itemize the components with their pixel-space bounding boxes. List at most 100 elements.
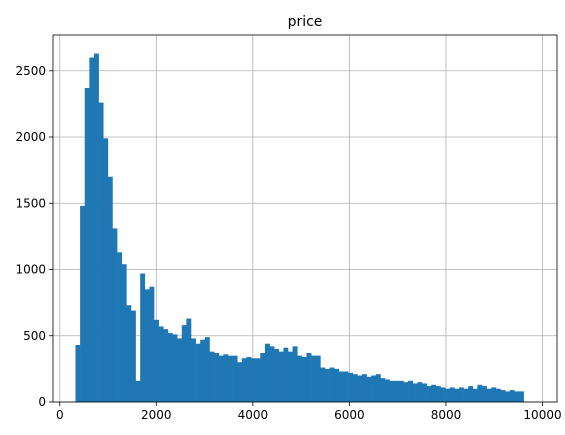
y-tick-label: 1500 [15,196,46,210]
histogram-bar [371,375,377,402]
histogram-bar [505,391,511,402]
y-tick-label: 500 [23,329,46,343]
histogram-bar [315,355,321,402]
histogram-bar [375,374,381,402]
histogram-bar [412,383,418,402]
histogram-bar [283,347,289,402]
histogram-bar [468,386,474,402]
ticks-layer: 0 2000 4000 6000 8000 10000 0 500 1000 1500 2000 25… [15,64,561,422]
histogram-bar [274,349,280,402]
histogram-bar [449,387,455,402]
histogram-bar [260,352,266,402]
histogram-bar [278,351,284,402]
histogram-bar [80,205,86,402]
histogram-bar [403,382,409,402]
histogram-bar [301,356,307,402]
histogram-bar [514,391,520,402]
histogram-bar [107,176,113,402]
histogram-bar [126,305,132,402]
histogram-bar [227,355,233,402]
histogram-bar [200,339,206,402]
histogram-bar [288,351,293,402]
histogram-bar [389,380,395,402]
histogram-bar [117,252,122,402]
histogram-bar [75,345,81,402]
histogram-bar [144,289,150,402]
histogram-bar [440,387,446,402]
histogram-bar [334,368,340,402]
histogram-bar [463,388,469,402]
histogram-bar [167,333,173,402]
x-tick-label: 8000 [431,408,462,422]
histogram-bar [509,390,515,402]
histogram-bar [421,383,427,402]
plot-frame [52,34,558,403]
histogram-bar [232,355,238,402]
histogram-bar [491,387,497,402]
histogram-bar [140,273,146,402]
histogram-bar [121,264,127,402]
x-tick-label: 0 [56,408,64,422]
histogram-bar [454,388,460,402]
histogram-bar [398,380,404,402]
bars-layer [75,53,524,402]
x-tick-label: 2000 [141,408,172,422]
histogram-bar [500,390,506,402]
histogram-bar [495,388,501,402]
histogram-bar [417,382,423,402]
histogram-bar [186,318,192,402]
histogram-bar [98,102,104,402]
histogram-bar [472,388,478,402]
histogram-bar [130,310,136,402]
histogram-bar [251,358,256,402]
histogram-bar [486,388,492,402]
histogram-bar [324,368,330,402]
histogram-bar [297,355,303,402]
histogram-bar [255,358,261,402]
histogram-bar [149,286,155,402]
histogram-bar [163,329,169,402]
histogram-bar [338,371,344,402]
chart-title: price [288,14,323,30]
histogram-bar [158,326,164,402]
histogram-bar [408,380,414,402]
histogram-bar [357,375,363,402]
histogram-bar [195,343,201,402]
histogram-bar [264,343,270,402]
x-tick-label: 10000 [523,408,561,422]
histogram-bar [241,358,247,402]
histogram-bar [269,346,275,402]
histogram-bar [348,372,353,402]
histogram-bar [477,384,483,402]
histogram-bar [112,228,118,402]
histogram-bar [292,346,298,402]
histogram-bar [445,388,451,402]
histogram-bar [306,352,312,402]
histogram-bar [177,338,183,402]
histogram-bar [172,334,178,402]
histogram-bar [311,355,317,402]
histogram-bar [394,380,400,402]
histogram-bar [89,57,95,402]
histogram-bar [218,355,224,402]
histogram-bar [214,352,220,402]
y-tick-label: 2000 [15,130,46,144]
histogram-bar [366,376,372,402]
histogram-bar [352,374,358,402]
histogram-bar [209,351,215,402]
histogram-bar [385,379,390,402]
histogram-bar [237,362,243,402]
x-tick-label: 6000 [334,408,365,422]
grid-layer [53,35,557,403]
histogram-bar [320,367,326,402]
histogram-bar [482,386,487,402]
histogram-bar [103,138,109,402]
histogram-bar [135,380,141,402]
histogram-bar [204,337,210,402]
histogram-bar [380,378,386,402]
histogram-bar [181,325,187,402]
histogram-bar [246,356,252,402]
histogram-bar [84,87,90,402]
